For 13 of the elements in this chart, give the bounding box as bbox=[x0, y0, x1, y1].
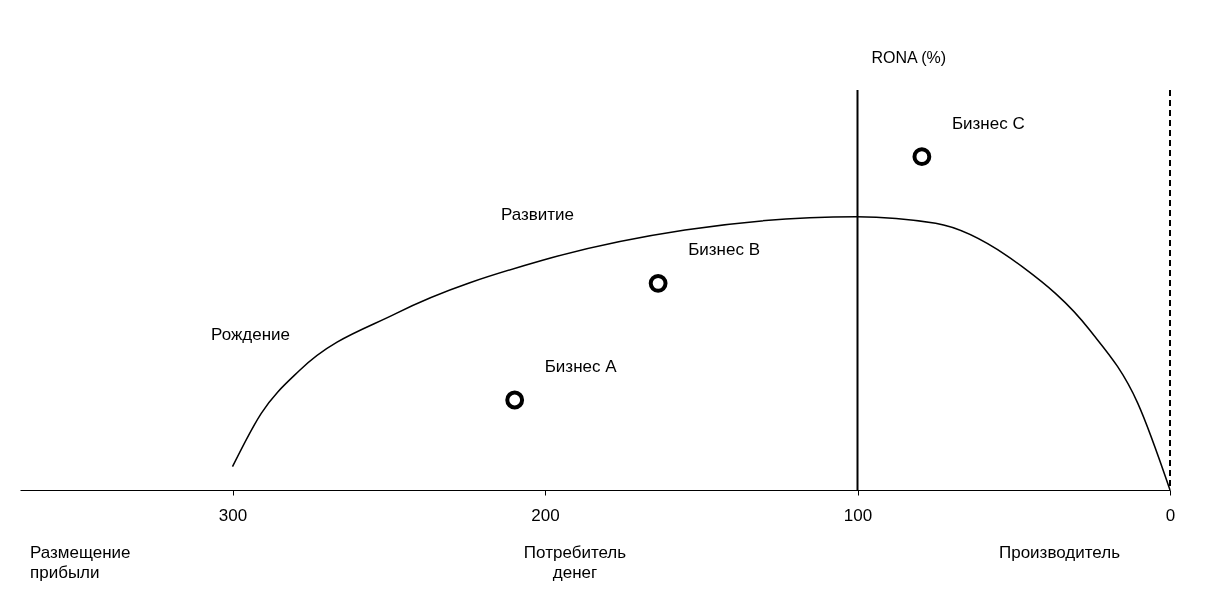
text: RONA (%) bbox=[871, 49, 947, 66]
x-tick-label: 200 bbox=[531, 505, 560, 525]
text: Размещение прибыли bbox=[30, 543, 131, 582]
annotation: Бизнес B bbox=[688, 240, 760, 260]
text: Производитель bbox=[998, 543, 1121, 562]
annotation: Бизнес C bbox=[951, 113, 1025, 133]
x-tick-label: 0 bbox=[1165, 505, 1176, 525]
x-tick-label: 100 bbox=[843, 505, 873, 525]
annotation: Развитие bbox=[500, 205, 575, 224]
text: Потребитель денег bbox=[523, 543, 627, 582]
annotation: Рождение bbox=[211, 325, 290, 344]
x-tick-label: 300 bbox=[218, 505, 248, 525]
annotation: Бизнес A bbox=[544, 357, 618, 376]
